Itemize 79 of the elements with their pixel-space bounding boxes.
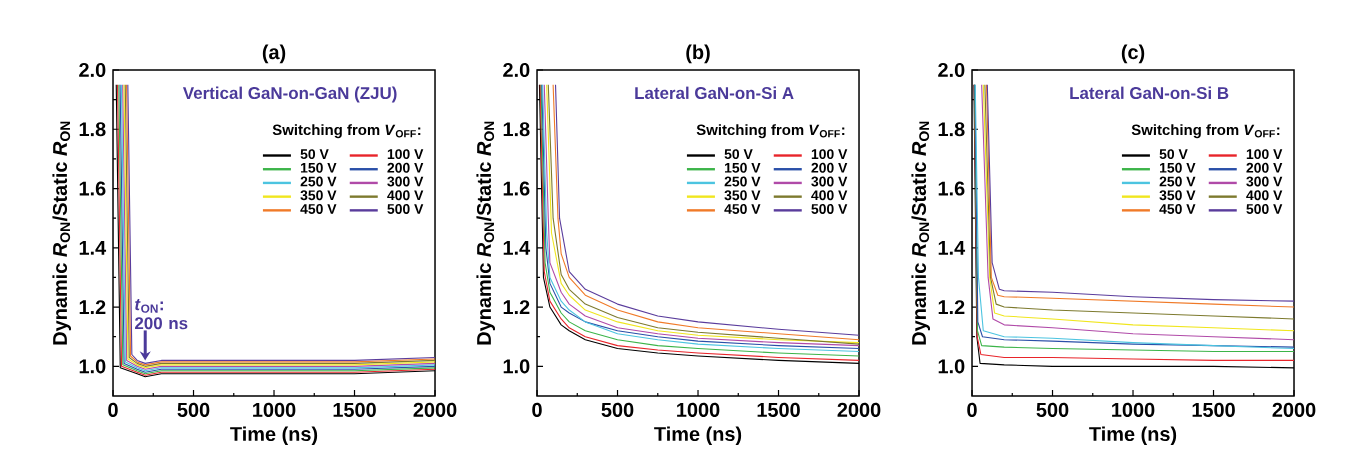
y-tick-label: 1.4 bbox=[79, 240, 107, 255]
legend-title: Switching from V$_{OFF}$: bbox=[696, 124, 845, 139]
legend-label: 300 V bbox=[387, 176, 424, 187]
y-tick-label: 1.0 bbox=[79, 359, 106, 374]
y-tick-label: 2.0 bbox=[503, 62, 530, 78]
y-tick-label: 1.8 bbox=[938, 122, 965, 137]
y-tick-label: 1.6 bbox=[79, 181, 106, 196]
x-tick-label: 2000 bbox=[1272, 402, 1316, 417]
legend-label: 100 V bbox=[387, 149, 424, 160]
x-axis-title: Time (ns) bbox=[230, 426, 318, 445]
x-axis-title: Time (ns) bbox=[654, 426, 742, 445]
legend-label: 500 V bbox=[1246, 203, 1283, 214]
y-tick-label: 1.8 bbox=[503, 122, 530, 137]
legend-label: 500 V bbox=[811, 203, 848, 214]
y-axis-title: Dynamic R$_{ON}$/Static R$_{ON}$ bbox=[52, 121, 71, 345]
x-tick-label: 1500 bbox=[757, 402, 800, 417]
x-tick-label: 500 bbox=[601, 402, 634, 417]
legend-label: 150 V bbox=[300, 162, 337, 173]
x-tick-label: 0 bbox=[108, 402, 118, 417]
chart-title: (c) bbox=[1121, 44, 1145, 64]
legend-label: 400 V bbox=[387, 190, 424, 201]
legend-label: 150 V bbox=[724, 162, 761, 173]
y-tick-label: 1.2 bbox=[938, 300, 965, 315]
legend-label: 200 V bbox=[387, 162, 424, 173]
text: Lateral GaN-on-Si B bbox=[1070, 86, 1229, 100]
y-tick-label: 1.8 bbox=[79, 122, 106, 137]
legend-label: 200 V bbox=[1246, 162, 1283, 173]
x-axis-title: Time (ns) bbox=[1089, 426, 1177, 445]
legend-label: 350 V bbox=[300, 190, 337, 201]
legend-label: 250 V bbox=[1159, 176, 1196, 187]
legend-label: 450 V bbox=[1159, 203, 1196, 214]
y-tick-label: 1.2 bbox=[79, 300, 106, 315]
x-tick-label: 1000 bbox=[1112, 402, 1155, 417]
text: Lateral GaN-on-Si A bbox=[635, 86, 794, 100]
legend-title: Switching from V$_{OFF}$: bbox=[1131, 124, 1280, 139]
legend-label: 50 V bbox=[300, 149, 329, 160]
y-tick-label: 1.6 bbox=[503, 181, 530, 196]
x-tick-label: 0 bbox=[967, 402, 977, 417]
y-tick-label: 1.6 bbox=[938, 181, 965, 196]
legend-label: 400 V bbox=[1246, 190, 1283, 201]
x-tick-label: 1500 bbox=[333, 402, 376, 417]
x-tick-label: 1000 bbox=[253, 402, 296, 417]
x-tick-label: 1000 bbox=[677, 402, 720, 417]
y-tick-label: 1.0 bbox=[503, 359, 530, 374]
legend-label: 100 V bbox=[1246, 149, 1283, 160]
legend-label: 350 V bbox=[724, 190, 761, 201]
x-tick-label: 2000 bbox=[837, 402, 881, 417]
y-tick-label: 2.0 bbox=[79, 62, 106, 78]
legend-label: 250 V bbox=[724, 176, 761, 187]
y-tick-label: 1.2 bbox=[503, 300, 530, 315]
legend-label: 500 V bbox=[387, 203, 424, 214]
legend-label: 100 V bbox=[811, 149, 848, 160]
legend-title: Switching from V$_{OFF}$: bbox=[272, 124, 421, 139]
legend-label: 200 V bbox=[811, 162, 848, 173]
legend-label: 450 V bbox=[300, 203, 337, 214]
y-tick-label: 2.0 bbox=[938, 62, 965, 78]
legend-label: 50 V bbox=[1159, 149, 1188, 160]
chart-title: (a) bbox=[262, 44, 286, 64]
legend-label: 150 V bbox=[1159, 162, 1196, 173]
legend-label: 400 V bbox=[811, 190, 848, 201]
legend-label: 450 V bbox=[724, 203, 761, 214]
y-tick-label: 1.0 bbox=[938, 359, 965, 374]
x-tick-label: 0 bbox=[532, 402, 542, 417]
y-tick-label: 1.4 bbox=[503, 240, 531, 255]
x-tick-label: 500 bbox=[177, 402, 210, 417]
legend-label: 300 V bbox=[811, 176, 848, 187]
y-tick-label: 1.4 bbox=[938, 240, 966, 255]
annotation: t$_{ON}$: 200 ns bbox=[135, 299, 188, 330]
legend-label: 250 V bbox=[300, 176, 337, 187]
legend-label: 50 V bbox=[724, 149, 753, 160]
x-tick-label: 2000 bbox=[413, 402, 457, 417]
chart-title: (b) bbox=[686, 44, 710, 64]
x-tick-label: 500 bbox=[1036, 402, 1069, 417]
y-axis-title: Dynamic R$_{ON}$/Static R$_{ON}$ bbox=[476, 121, 495, 345]
y-axis-title: Dynamic R$_{ON}$/Static R$_{ON}$ bbox=[911, 121, 930, 345]
legend-label: 300 V bbox=[1246, 176, 1283, 187]
text: Vertical GaN-on-GaN (ZJU) bbox=[182, 86, 397, 103]
x-tick-label: 1500 bbox=[1192, 402, 1235, 417]
legend-label: 350 V bbox=[1159, 190, 1196, 201]
